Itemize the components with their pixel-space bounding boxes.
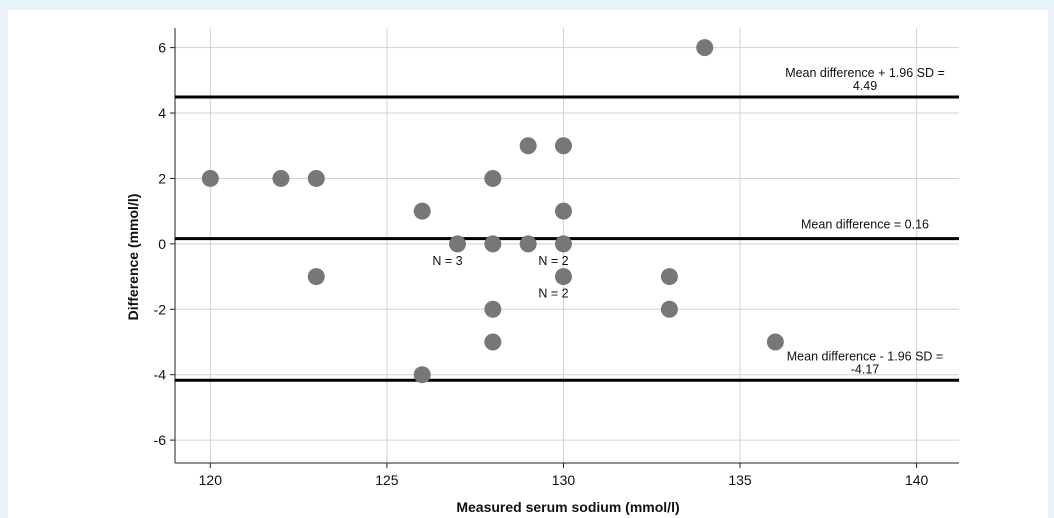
reference-line-value: 4.49 [853,79,877,93]
reference-line-label: Mean difference = 0.16 [801,218,929,232]
data-point [554,235,572,253]
x-tick-label: 140 [905,472,929,488]
data-point [519,137,537,155]
data-point [660,268,678,286]
data-point [554,268,572,286]
data-point [696,39,714,57]
y-tick-label: 2 [158,170,166,186]
data-point [484,333,502,351]
data-point [413,202,431,220]
data-point [413,366,431,384]
reference-line-label: Mean difference - 1.96 SD = [787,349,943,363]
point-count-label: N = 3 [432,254,462,268]
data-points [201,39,784,384]
data-point [484,235,502,253]
data-point [272,169,290,187]
y-tick-label: -6 [154,432,167,448]
bland-altman-chart: 120 125 130 135 140 6 4 2 0 -2 -4 -6 Mean differenc… [125,28,959,515]
data-point [554,137,572,155]
x-tick-label: 120 [199,472,223,488]
labels: Mean difference + 1.96 SD =4.49 Mean diff… [432,66,944,376]
data-point [307,268,325,286]
data-point [766,333,784,351]
x-axis-title: Measured serum sodium (mmol/l) [456,499,679,515]
x-tick-label: 125 [375,472,399,488]
point-count-label: N = 2 [538,287,568,301]
y-tick-label: 0 [158,236,166,252]
data-point [449,235,467,253]
y-axis-title: Difference (mmol/l) [125,194,141,321]
data-point [554,202,572,220]
data-point [201,169,219,187]
reference-line-label: Mean difference + 1.96 SD = [785,66,945,80]
y-tick-label: -2 [154,301,167,317]
x-tick-label: 135 [728,472,752,488]
x-tick-label: 130 [552,472,576,488]
data-point [519,235,537,253]
point-count-label: N = 2 [538,254,568,268]
data-point [660,300,678,318]
y-tick-label: 6 [158,40,166,56]
data-point [484,300,502,318]
axes: 120 125 130 135 140 6 4 2 0 -2 -4 -6 [154,28,959,488]
y-tick-label: 4 [158,105,166,121]
data-point [484,169,502,187]
y-tick-label: -4 [154,367,167,383]
chart-panel: 120 125 130 135 140 6 4 2 0 -2 -4 -6 Mean differenc… [8,10,1048,518]
reference-line-value: -4.17 [851,362,880,376]
data-point [307,169,325,187]
